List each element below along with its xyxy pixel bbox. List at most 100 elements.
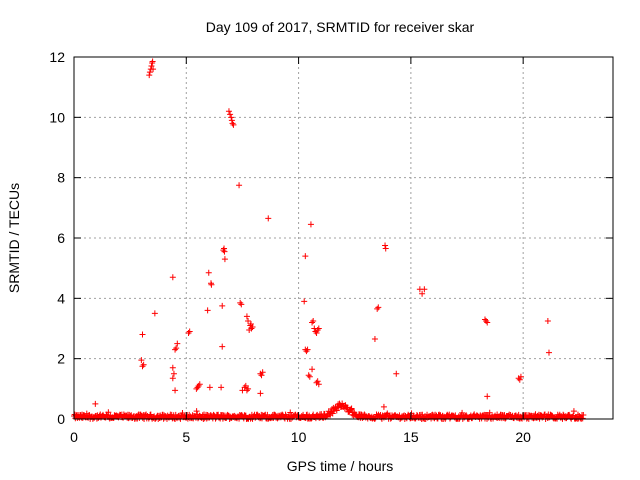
y-axis-label: SRMTID / TECUs (6, 183, 22, 293)
data-point (230, 121, 237, 128)
data-point (242, 382, 249, 389)
data-point (137, 411, 144, 418)
data-point (310, 317, 317, 324)
data-point (146, 69, 153, 76)
data-point (179, 410, 186, 417)
data-point (169, 274, 176, 281)
data-point (371, 336, 378, 343)
data-point (306, 373, 313, 380)
data-point (245, 317, 252, 324)
data-point (193, 385, 200, 392)
data-point (228, 117, 235, 124)
data-point (225, 108, 232, 115)
data-point (221, 248, 228, 255)
data-point (570, 412, 577, 419)
data-point (516, 376, 523, 383)
data-point (228, 114, 235, 121)
data-point (375, 304, 382, 311)
data-point (204, 307, 211, 314)
data-point (314, 378, 321, 385)
data-point (169, 375, 176, 382)
data-point (301, 298, 308, 305)
data-point (170, 370, 177, 377)
data-point (138, 357, 145, 364)
data-point (186, 328, 193, 335)
data-point (172, 346, 179, 353)
data-point (393, 370, 400, 377)
data-point (486, 409, 493, 416)
data-point (172, 387, 179, 394)
data-point (517, 373, 524, 380)
data-point (307, 221, 314, 228)
data-point (309, 366, 316, 373)
data-point (258, 372, 265, 379)
data-point (484, 393, 491, 400)
data-point (303, 348, 310, 355)
data-point (315, 381, 322, 388)
data-point (421, 286, 428, 293)
y-tick-label: 6 (57, 230, 65, 246)
x-tick-label: 10 (291, 429, 307, 445)
data-point (169, 364, 176, 371)
data-point (544, 317, 551, 324)
x-tick-label: 0 (70, 429, 78, 445)
data-points (71, 58, 587, 422)
x-tick-label: 5 (182, 429, 190, 445)
x-tick-label: 20 (515, 429, 531, 445)
data-point (570, 408, 577, 415)
y-tick-label: 10 (49, 109, 65, 125)
data-point (419, 290, 426, 297)
data-point (563, 415, 570, 422)
data-point (148, 63, 155, 70)
data-point (219, 302, 226, 309)
data-point (348, 405, 355, 412)
data-point (139, 363, 146, 370)
data-point (105, 409, 112, 416)
data-point (436, 411, 443, 418)
data-point (459, 409, 466, 416)
data-point (265, 215, 272, 222)
data-point (257, 390, 264, 397)
data-point (315, 325, 322, 332)
data-point (249, 323, 256, 330)
axis-ticks: 0 2 4 6 8 10 12 0 5 10 15 20 (49, 49, 613, 445)
data-point (219, 343, 226, 350)
x-tick-label: 15 (403, 429, 419, 445)
y-tick-label: 0 (57, 411, 65, 427)
data-point (196, 381, 203, 388)
data-point (261, 412, 268, 419)
data-point (193, 408, 200, 415)
data-point (185, 330, 192, 337)
data-point (236, 182, 243, 189)
data-point (173, 345, 180, 352)
x-axis-label: GPS time / hours (287, 458, 394, 474)
data-point (220, 247, 227, 254)
data-point (305, 372, 312, 379)
data-point (149, 58, 156, 65)
grid-lines (74, 57, 613, 419)
y-tick-label: 8 (57, 170, 65, 186)
data-point (483, 317, 490, 324)
data-point (246, 327, 253, 334)
data-point (579, 415, 586, 422)
data-point (243, 313, 250, 320)
data-point (174, 340, 181, 347)
data-point (309, 319, 316, 326)
data-point (580, 411, 587, 418)
data-point (245, 385, 252, 392)
data-point (140, 361, 147, 368)
data-point (229, 120, 236, 127)
y-tick-label: 4 (57, 290, 65, 306)
data-point (313, 330, 320, 337)
data-point (304, 346, 311, 353)
data-point (146, 72, 153, 79)
data-point (481, 316, 488, 323)
data-point (218, 384, 225, 391)
data-point (239, 387, 246, 394)
data-point (374, 305, 381, 312)
data-point (150, 66, 157, 73)
data-point (484, 319, 491, 326)
data-point (221, 256, 228, 263)
data-point (382, 242, 389, 249)
